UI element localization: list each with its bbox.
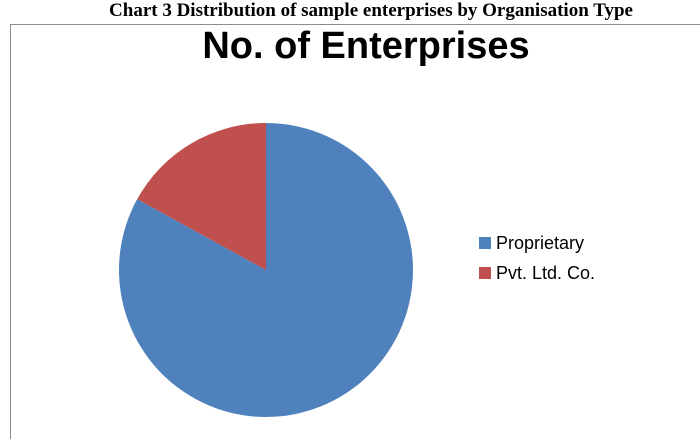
pie-slices bbox=[118, 123, 413, 417]
legend-swatch-proprietary bbox=[479, 237, 491, 249]
legend-label-pvt-ltd-co: Pvt. Ltd. Co. bbox=[496, 263, 595, 283]
chart-frame bbox=[10, 24, 700, 439]
pie-slice-pvt-ltd-co bbox=[137, 123, 266, 270]
pie-slice-proprietary bbox=[118, 123, 413, 417]
legend-label-proprietary: Proprietary bbox=[496, 233, 584, 253]
chart-title: No. of Enterprises bbox=[202, 25, 529, 67]
legend-swatch-pvt-ltd-co bbox=[479, 267, 491, 279]
document-caption: Chart 3 Distribution of sample enterpris… bbox=[109, 0, 633, 21]
legend: Proprietary Pvt. Ltd. Co. bbox=[479, 233, 595, 283]
